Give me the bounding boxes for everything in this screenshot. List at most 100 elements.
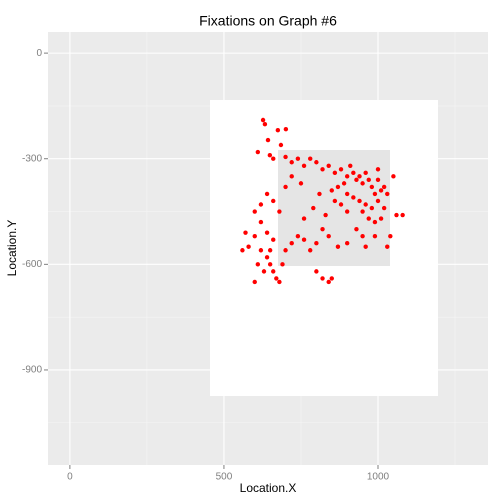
point — [295, 233, 301, 239]
point — [378, 216, 384, 221]
point — [341, 181, 347, 186]
point — [366, 216, 371, 221]
point — [271, 269, 276, 274]
point — [283, 154, 288, 160]
y-tick-label: -600 — [22, 259, 42, 270]
point — [372, 219, 378, 225]
point — [311, 205, 316, 211]
x-tick-label: 0 — [67, 472, 73, 483]
point — [369, 184, 375, 190]
point — [295, 156, 301, 161]
point — [326, 163, 331, 168]
point — [385, 244, 390, 249]
point — [360, 233, 365, 239]
point — [277, 209, 282, 214]
point — [338, 167, 344, 172]
x-axis-label: Location.X — [240, 481, 297, 495]
point — [252, 233, 257, 239]
point — [277, 279, 282, 285]
point — [260, 117, 266, 123]
point — [262, 122, 268, 127]
point — [320, 167, 325, 172]
point — [354, 226, 359, 232]
point — [363, 170, 368, 176]
point — [348, 163, 353, 168]
point — [372, 233, 378, 239]
point — [258, 248, 264, 253]
point — [258, 202, 264, 207]
point — [314, 160, 319, 165]
point — [308, 156, 313, 161]
point — [344, 241, 350, 246]
point — [252, 209, 257, 214]
point — [317, 191, 322, 197]
point — [388, 233, 393, 239]
point — [372, 191, 378, 197]
point — [301, 163, 307, 168]
point — [298, 181, 304, 186]
point — [335, 244, 341, 249]
point — [323, 212, 328, 218]
point — [267, 153, 273, 158]
point — [360, 181, 365, 186]
point — [344, 174, 350, 179]
point — [314, 269, 319, 274]
point — [271, 198, 276, 204]
point — [360, 209, 365, 214]
y-tick-label: -900 — [22, 365, 42, 376]
point — [357, 174, 362, 179]
point — [357, 198, 362, 204]
point — [369, 205, 375, 211]
point — [329, 188, 334, 193]
point — [289, 160, 294, 165]
point — [335, 184, 341, 190]
point — [240, 248, 245, 253]
point — [267, 248, 273, 253]
y-tick-label: 0 — [36, 48, 42, 59]
point — [354, 177, 359, 183]
point — [344, 191, 350, 197]
point — [271, 156, 276, 161]
point — [289, 174, 294, 179]
point — [344, 209, 350, 214]
point — [275, 128, 281, 133]
point — [363, 202, 368, 207]
point — [258, 219, 264, 225]
point — [289, 241, 294, 246]
point — [308, 248, 313, 253]
point — [394, 212, 399, 218]
point — [283, 248, 288, 253]
point — [271, 237, 276, 242]
point — [366, 177, 371, 183]
x-tick-label: 500 — [216, 472, 233, 483]
y-axis-label: Location.Y — [5, 220, 19, 277]
point — [351, 195, 356, 200]
point — [363, 244, 368, 249]
point — [314, 241, 319, 246]
point — [332, 198, 338, 204]
chart-title: Fixations on Graph #6 — [199, 13, 337, 29]
point — [326, 279, 331, 285]
point — [283, 126, 289, 132]
point — [264, 191, 270, 197]
point — [255, 149, 261, 155]
point — [391, 174, 396, 179]
point — [351, 170, 356, 176]
point — [243, 230, 248, 235]
point — [301, 216, 307, 221]
point — [264, 255, 270, 260]
point — [320, 226, 325, 232]
point — [264, 230, 270, 235]
point — [381, 205, 387, 211]
point — [301, 237, 307, 242]
point — [375, 167, 381, 172]
point — [280, 262, 285, 267]
point — [261, 269, 267, 274]
point — [246, 244, 251, 249]
point — [375, 177, 381, 183]
point — [278, 142, 284, 148]
point — [385, 191, 390, 197]
point — [267, 262, 273, 267]
point — [283, 184, 288, 190]
